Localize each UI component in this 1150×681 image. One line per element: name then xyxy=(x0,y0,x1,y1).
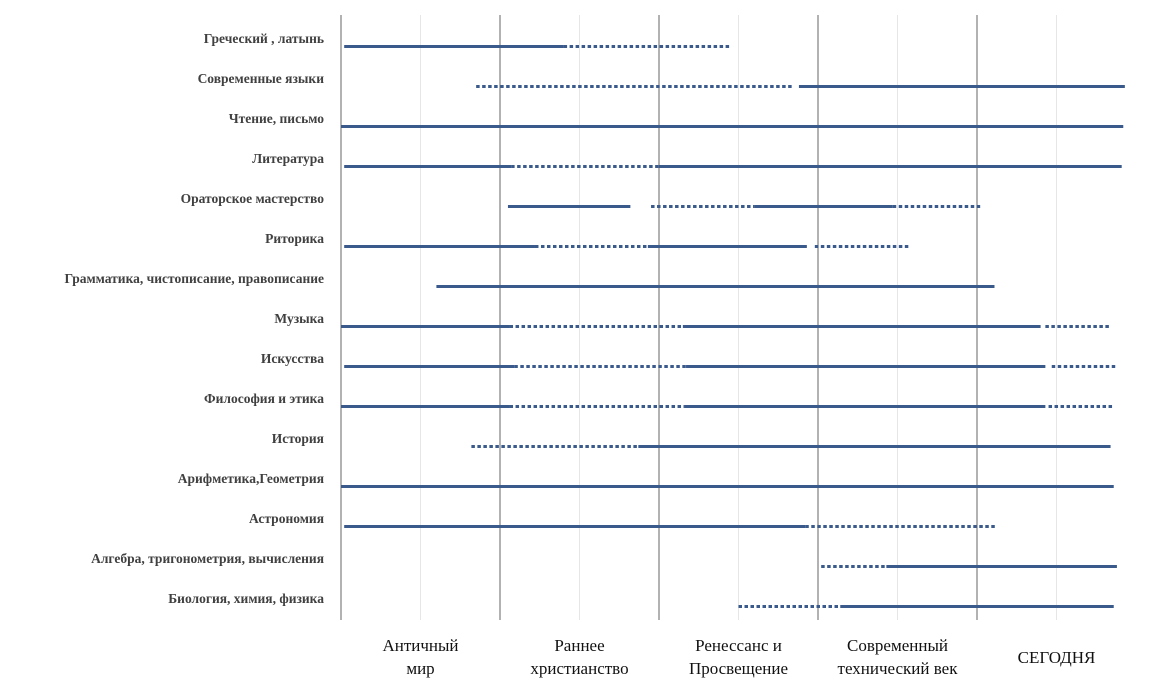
period-modern: Современный технический век xyxy=(838,636,959,678)
subject-label: История xyxy=(272,431,324,446)
subject-label: Биология, химия, физика xyxy=(168,591,324,606)
subject-row: История xyxy=(272,431,1111,448)
subject-row: Музыка xyxy=(274,311,1111,328)
subject-label: Чтение, письмо xyxy=(229,111,325,126)
subject-row: Арифметика,Геометрия xyxy=(178,471,1114,488)
subject-label: Риторика xyxy=(265,231,324,246)
subject-label: Астрономия xyxy=(249,511,324,526)
subject-row: Риторика xyxy=(265,231,909,248)
subject-row: Чтение, письмо xyxy=(229,111,1124,128)
subject-label: Грамматика, чистописание, правописание xyxy=(64,271,324,286)
subject-label: Ораторское мастерство xyxy=(181,191,325,206)
subject-rows: Греческий , латынь Современные языки Чтени… xyxy=(64,31,1125,608)
period-renaissance: Ренессанс и Просвещение xyxy=(689,636,788,678)
subject-label: Искусства xyxy=(261,351,324,366)
subject-row: Литература xyxy=(252,151,1122,168)
subject-row: Биология, химия, физика xyxy=(168,591,1114,608)
grid-lines xyxy=(340,15,1057,620)
period-early-christianity: Раннее христианство xyxy=(530,636,628,678)
subject-label: Алгебра, тригонометрия, вычисления xyxy=(91,551,324,566)
subject-row: Философия и этика xyxy=(204,391,1114,408)
subject-label: Современные языки xyxy=(198,71,325,86)
period-ancient: Античный мир xyxy=(382,636,458,678)
subject-row: Искусства xyxy=(261,351,1117,368)
subject-label: Философия и этика xyxy=(204,391,324,406)
period-labels: Античный мир Раннее христианство Ренессанс и… xyxy=(382,636,1095,678)
subject-row: Грамматика, чистописание, правописание xyxy=(64,271,995,288)
subject-label: Арифметика,Геометрия xyxy=(178,471,324,486)
subject-row: Греческий , латынь xyxy=(204,31,731,48)
period-today: СЕГОДНЯ xyxy=(1018,648,1096,667)
subject-row: Астрономия xyxy=(249,511,997,528)
subject-row: Алгебра, тригонометрия, вычисления xyxy=(91,551,1117,568)
subject-row: Ораторское мастерство xyxy=(181,191,981,208)
subject-label: Музыка xyxy=(274,311,324,326)
subject-label: Литература xyxy=(252,151,324,166)
subject-row: Современные языки xyxy=(198,71,1125,88)
subject-label: Греческий , латынь xyxy=(204,31,324,46)
